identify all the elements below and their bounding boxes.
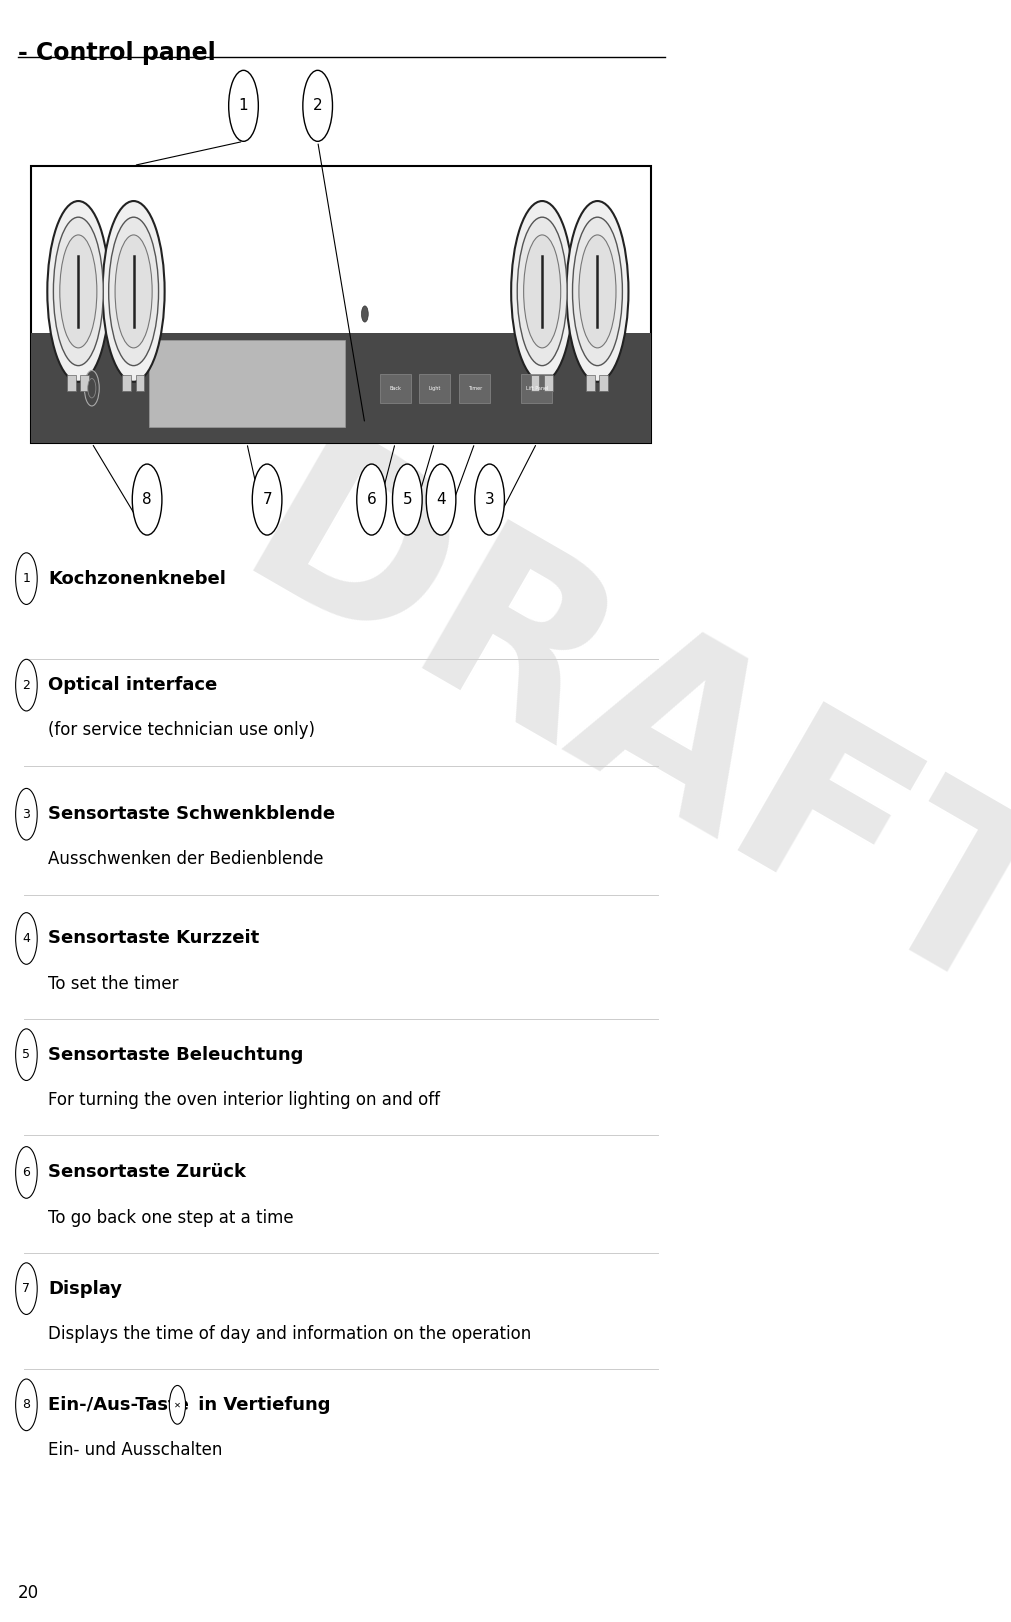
Text: Ein- und Ausschalten: Ein- und Ausschalten — [48, 1440, 222, 1460]
Circle shape — [228, 70, 258, 141]
Circle shape — [252, 464, 282, 535]
FancyBboxPatch shape — [31, 165, 651, 443]
FancyBboxPatch shape — [149, 341, 345, 427]
FancyBboxPatch shape — [599, 375, 608, 391]
Circle shape — [88, 378, 96, 397]
Text: Sensortaste Zurück: Sensortaste Zurück — [48, 1163, 246, 1181]
Text: Timer: Timer — [467, 386, 481, 391]
Text: ✕: ✕ — [174, 1400, 181, 1410]
Text: 4: 4 — [436, 491, 446, 508]
Text: - Control panel: - Control panel — [17, 41, 215, 65]
FancyBboxPatch shape — [379, 373, 410, 402]
Ellipse shape — [115, 235, 152, 347]
Text: Back: Back — [389, 386, 400, 391]
Text: 3: 3 — [484, 491, 494, 508]
Text: Displays the time of day and information on the operation: Displays the time of day and information… — [48, 1325, 531, 1343]
FancyBboxPatch shape — [67, 375, 76, 391]
Text: in Vertiefung: in Vertiefung — [192, 1397, 331, 1414]
Text: 1: 1 — [239, 99, 248, 114]
Text: Kochzonenknebel: Kochzonenknebel — [48, 569, 225, 587]
Circle shape — [361, 307, 368, 323]
Text: 1: 1 — [22, 573, 30, 586]
Ellipse shape — [48, 201, 109, 381]
FancyBboxPatch shape — [80, 375, 89, 391]
Circle shape — [302, 70, 333, 141]
Text: 5: 5 — [22, 1048, 30, 1061]
Text: 3: 3 — [22, 808, 30, 821]
FancyBboxPatch shape — [459, 373, 489, 402]
FancyBboxPatch shape — [544, 375, 552, 391]
Text: Sensortaste Kurzzeit: Sensortaste Kurzzeit — [48, 929, 259, 947]
Circle shape — [474, 464, 503, 535]
Text: Ein-/Aus-Taste: Ein-/Aus-Taste — [48, 1397, 195, 1414]
Text: 5: 5 — [402, 491, 411, 508]
Circle shape — [15, 659, 37, 710]
Text: 8: 8 — [143, 491, 152, 508]
Ellipse shape — [102, 201, 165, 381]
Circle shape — [15, 788, 37, 840]
Text: 8: 8 — [22, 1398, 30, 1411]
Text: DRAFT: DRAFT — [206, 415, 1011, 1054]
Text: 7: 7 — [262, 491, 272, 508]
Circle shape — [392, 464, 422, 535]
Text: Ausschwenken der Bedienblende: Ausschwenken der Bedienblende — [48, 850, 324, 868]
Ellipse shape — [511, 201, 572, 381]
FancyBboxPatch shape — [31, 334, 651, 443]
Circle shape — [426, 464, 455, 535]
Circle shape — [15, 553, 37, 605]
Ellipse shape — [54, 217, 103, 365]
Circle shape — [15, 1264, 37, 1314]
Text: Sensortaste Beleuchtung: Sensortaste Beleuchtung — [48, 1046, 303, 1064]
Ellipse shape — [572, 217, 622, 365]
FancyBboxPatch shape — [585, 375, 594, 391]
FancyBboxPatch shape — [122, 375, 130, 391]
Text: 6: 6 — [366, 491, 376, 508]
Text: 2: 2 — [22, 678, 30, 691]
Ellipse shape — [523, 235, 560, 347]
Ellipse shape — [578, 235, 616, 347]
Text: 6: 6 — [22, 1166, 30, 1179]
Text: Optical interface: Optical interface — [48, 676, 217, 694]
Text: To set the timer: To set the timer — [48, 975, 178, 993]
Circle shape — [15, 1379, 37, 1431]
Text: To go back one step at a time: To go back one step at a time — [48, 1208, 293, 1226]
Text: 20: 20 — [17, 1583, 38, 1601]
Text: 7: 7 — [22, 1281, 30, 1294]
FancyBboxPatch shape — [530, 375, 539, 391]
Circle shape — [15, 1028, 37, 1080]
Text: 2: 2 — [312, 99, 323, 114]
Text: (for service technician use only): (for service technician use only) — [48, 722, 314, 740]
Circle shape — [15, 913, 37, 965]
Text: Light: Light — [428, 386, 440, 391]
FancyBboxPatch shape — [419, 373, 449, 402]
Circle shape — [84, 370, 99, 406]
Text: Sensortaste Schwenkblende: Sensortaste Schwenkblende — [48, 805, 335, 824]
Circle shape — [132, 464, 162, 535]
Ellipse shape — [60, 235, 97, 347]
Text: Display: Display — [48, 1280, 122, 1298]
Ellipse shape — [108, 217, 159, 365]
Circle shape — [169, 1385, 185, 1424]
Circle shape — [15, 1147, 37, 1199]
Circle shape — [357, 464, 386, 535]
Ellipse shape — [566, 201, 628, 381]
Text: Lift Panel: Lift Panel — [525, 386, 547, 391]
FancyBboxPatch shape — [135, 375, 145, 391]
Text: For turning the oven interior lighting on and off: For turning the oven interior lighting o… — [48, 1092, 440, 1109]
Text: 4: 4 — [22, 933, 30, 946]
Ellipse shape — [517, 217, 566, 365]
FancyBboxPatch shape — [521, 373, 552, 402]
